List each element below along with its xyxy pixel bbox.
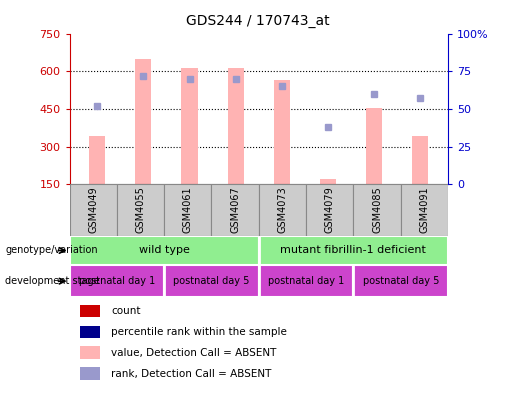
Bar [306,184,353,236]
Bar [259,184,306,236]
Text: postnatal day 5: postnatal day 5 [173,276,250,286]
Bar [274,80,290,184]
Bar [401,184,448,236]
Text: GSM4091: GSM4091 [419,187,430,233]
Text: GSM4085: GSM4085 [372,187,382,233]
Text: postnatal day 5: postnatal day 5 [363,276,439,286]
Bar [89,137,105,184]
Bar [70,184,117,236]
Bar [259,236,448,265]
Text: value, Detection Call = ABSENT: value, Detection Call = ABSENT [111,348,277,358]
Text: mutant fibrillin-1 deficient: mutant fibrillin-1 deficient [281,246,426,255]
Bar [80,326,100,338]
Bar [212,184,259,236]
Text: GSM4061: GSM4061 [183,187,193,233]
Bar [80,346,100,359]
Text: GSM4055: GSM4055 [135,187,146,233]
Bar [80,305,100,317]
Bar [80,367,100,380]
Text: GSM4073: GSM4073 [278,187,287,233]
Bar [353,265,448,297]
Text: GSM4067: GSM4067 [230,187,240,233]
Bar [259,265,353,297]
Text: postnatal day 1: postnatal day 1 [268,276,344,286]
Text: percentile rank within the sample: percentile rank within the sample [111,327,287,337]
Text: GSM4079: GSM4079 [325,187,335,233]
Bar [135,59,151,184]
Text: rank, Detection Call = ABSENT: rank, Detection Call = ABSENT [111,369,271,379]
Bar [181,67,198,184]
Bar [320,179,336,184]
Bar [164,265,259,297]
Text: development stage: development stage [5,276,100,286]
Bar [228,67,244,184]
Text: count: count [111,306,141,316]
Bar [413,137,428,184]
Bar [70,236,259,265]
Bar [70,265,164,297]
Bar [353,184,401,236]
Text: wild type: wild type [139,246,190,255]
Bar [366,108,382,184]
Text: genotype/variation: genotype/variation [5,246,98,255]
Text: GSM4049: GSM4049 [88,187,98,233]
Text: GDS244 / 170743_at: GDS244 / 170743_at [186,14,329,28]
Text: postnatal day 1: postnatal day 1 [79,276,155,286]
Bar [117,184,164,236]
Bar [164,184,212,236]
